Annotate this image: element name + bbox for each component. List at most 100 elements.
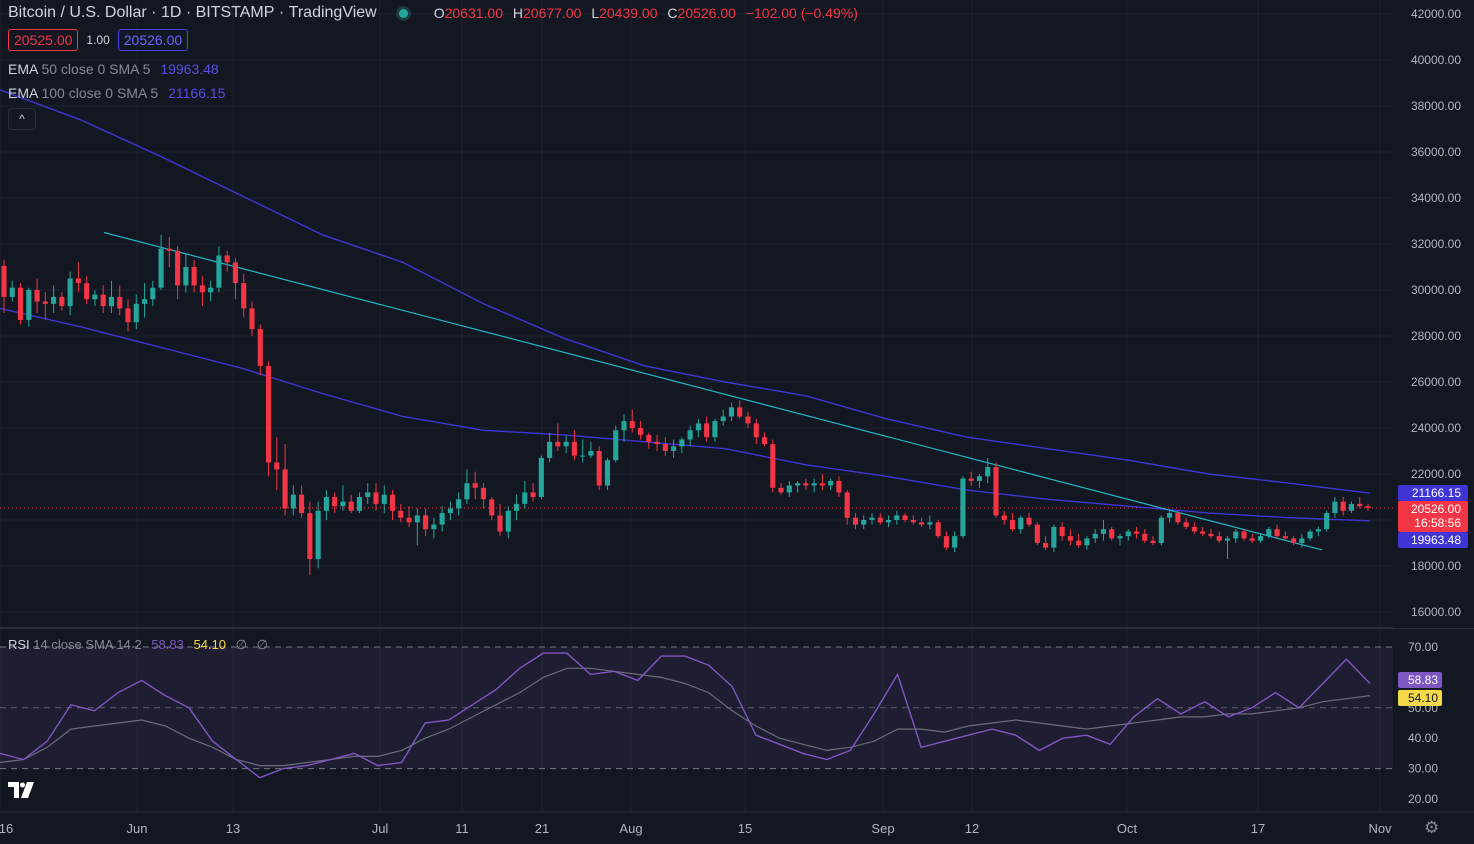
- candle-body: [919, 522, 925, 525]
- candle-body: [423, 515, 429, 530]
- candle-body: [1175, 513, 1181, 523]
- sell-button[interactable]: 20525.00: [8, 29, 79, 51]
- symbol-header[interactable]: Bitcoin / U.S. Dollar · 1D · BITSTAMP · …: [8, 4, 864, 22]
- close-value: 20526.00: [677, 5, 736, 21]
- candle-body: [489, 499, 495, 516]
- candle-body: [522, 492, 528, 504]
- chevron-up-icon: ^: [19, 112, 25, 126]
- time-tick-label: 13: [226, 821, 240, 836]
- ohlc-values: O20631.00 H20677.00 L20439.00 C20526.00 …: [433, 5, 858, 21]
- candle-body: [1241, 531, 1247, 539]
- rsi-line[interactable]: [0, 652, 1371, 779]
- candle-body: [84, 283, 90, 300]
- candle-body: [770, 444, 776, 488]
- candle-body: [505, 510, 511, 532]
- candle-body: [778, 487, 784, 493]
- candle-body: [1249, 538, 1255, 541]
- candle-body: [183, 267, 189, 286]
- rsi-tick-label: 40.00: [1408, 731, 1438, 745]
- candle-body: [621, 421, 627, 431]
- candle-body: [819, 483, 825, 486]
- candle-body: [241, 283, 247, 309]
- candle-body: [1257, 536, 1264, 541]
- candle-body: [42, 301, 48, 304]
- candle-body: [1357, 503, 1363, 507]
- buy-button[interactable]: 20526.00: [117, 29, 189, 51]
- candle-body: [307, 513, 313, 560]
- candle-body: [472, 483, 478, 488]
- candle-body: [1340, 501, 1346, 511]
- price-tick-label: 32000.00: [1411, 237, 1461, 251]
- ema100-badge: 21166.15: [1412, 486, 1461, 500]
- candle-body: [629, 421, 635, 428]
- rsi-extra-1: ∅: [235, 637, 247, 652]
- candle-body: [786, 485, 792, 493]
- indicator-legend-ema100[interactable]: EMA 100 close 0 SMA 5 21166.15: [8, 85, 225, 101]
- price-tick-label: 16000.00: [1411, 605, 1461, 619]
- rsi-legend[interactable]: RSI 14 close SMA 14 2 58.83 54.10 ∅ ∅: [8, 637, 268, 653]
- interval[interactable]: 1D: [160, 4, 182, 21]
- candle-body: [513, 503, 520, 511]
- candle-body: [712, 421, 718, 438]
- candle-body: [133, 303, 139, 323]
- indicator-legend-ema50[interactable]: EMA 50 close 0 SMA 5 19963.48: [8, 61, 219, 77]
- candle-body: [530, 492, 536, 497]
- candle-body: [1059, 526, 1065, 537]
- candle-body: [993, 467, 999, 516]
- high-value: 20677.00: [523, 5, 582, 21]
- candle-body: [1, 265, 7, 297]
- candle-body: [662, 444, 668, 451]
- gear-icon[interactable]: ⚙: [1424, 818, 1440, 837]
- candle-body: [447, 508, 453, 514]
- market-open-icon[interactable]: [398, 8, 408, 18]
- time-axis[interactable]: 16 Jun 13 Jul 11 21 Aug 15 Sep 12 Oct 17 Nov: [0, 811, 1474, 844]
- candle-body: [1133, 531, 1140, 534]
- rsi-sma-badge-bg: [1398, 690, 1442, 706]
- indicator-args: 50 close 0 SMA 5: [41, 61, 151, 77]
- candle-body: [1034, 524, 1040, 543]
- indicator-name: EMA: [8, 61, 38, 77]
- candle-body: [1291, 538, 1297, 543]
- candle-body: [282, 469, 288, 509]
- indicator-value: 19963.48: [160, 61, 219, 77]
- candle-body: [1009, 520, 1016, 530]
- candle-body: [1158, 517, 1164, 543]
- symbol-name[interactable]: Bitcoin / U.S. Dollar: [8, 4, 147, 21]
- candlestick-series[interactable]: [1, 234, 1371, 576]
- price-tick-label: 42000.00: [1411, 7, 1461, 21]
- candle-body: [596, 451, 602, 486]
- candle-body: [1274, 529, 1280, 537]
- time-tick-label: 21: [535, 821, 549, 836]
- candle-body: [571, 441, 577, 456]
- candle-body: [968, 478, 974, 481]
- rsi-sma-line[interactable]: [0, 667, 1371, 767]
- trendline[interactable]: [103, 231, 1323, 551]
- price-grid: [0, 0, 1393, 820]
- quote-panel: 20525.00 1.00 20526.00: [8, 29, 189, 51]
- time-tick-label: 16: [0, 821, 13, 836]
- time-tick-label: 12: [965, 821, 979, 836]
- tradingview-logo-icon[interactable]: [8, 782, 38, 804]
- candle-body: [538, 457, 544, 497]
- candle-body: [1117, 536, 1123, 539]
- candle-body: [456, 499, 462, 509]
- candle-body: [1167, 513, 1173, 518]
- candle-body: [141, 299, 148, 304]
- candle-body: [59, 296, 65, 307]
- rsi-badge: 58.83: [1408, 673, 1438, 687]
- candle-body: [216, 255, 222, 288]
- candle-body: [803, 483, 809, 486]
- candle-body: [356, 497, 363, 511]
- rsi-tick-label: 70.00: [1408, 640, 1438, 654]
- candle-body: [1142, 533, 1148, 541]
- last-price-badge-bg: [1398, 501, 1468, 532]
- ema50-line[interactable]: [0, 307, 1371, 522]
- candle-body: [406, 517, 412, 523]
- candle-body: [9, 287, 15, 297]
- price-tick-label: 18000.00: [1411, 559, 1461, 573]
- ema100-line[interactable]: [0, 89, 1371, 494]
- collapse-legend-button[interactable]: ^: [8, 108, 36, 130]
- candle-body: [117, 296, 123, 309]
